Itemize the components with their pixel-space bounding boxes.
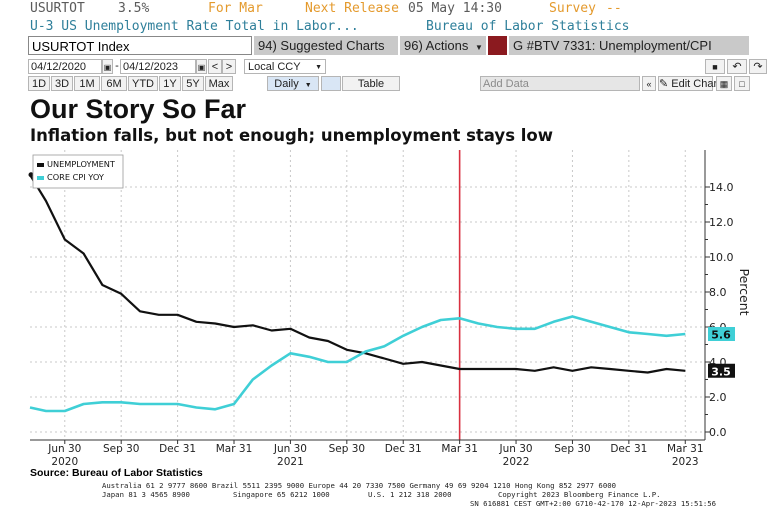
frequency-select[interactable]: Daily ▼ <box>267 76 319 91</box>
period-button-1m[interactable]: 1M <box>74 76 100 91</box>
dock-icon[interactable]: ■ <box>705 59 725 74</box>
actions-menu[interactable]: 96) Actions ▼ <box>400 36 486 55</box>
scroll-right-icon[interactable]: > <box>222 59 236 74</box>
y-tick-label: 0.0 <box>709 426 727 439</box>
chart-function-title: G #BTV 7331: Unemployment/CPI <box>509 36 749 55</box>
edit-chart-label: Edit Chart <box>671 78 721 90</box>
x-tick-label: Sep 30 <box>103 443 140 455</box>
settings-icon[interactable]: ▦ <box>716 76 732 91</box>
color-swatch[interactable] <box>488 36 507 55</box>
start-date-input[interactable]: 04/12/2020 <box>28 59 102 74</box>
x-tick-label: Jun 30 <box>498 443 532 455</box>
chevron-down-icon: ▼ <box>474 43 483 52</box>
legend-label: UNEMPLOYMENT <box>47 159 116 169</box>
actions-label: 96) Actions <box>404 38 469 53</box>
ticker: USURTOT <box>30 1 85 16</box>
command-bar: USURTOT Index 94) Suggested Charts 96) A… <box>0 36 768 56</box>
chevron-down-icon: ▼ <box>315 64 322 71</box>
chart-subtitle: Inflation falls, but not enough; unemplo… <box>30 126 553 145</box>
x-tick-label: Sep 30 <box>554 443 591 455</box>
y-axis-label: Percent <box>737 268 752 315</box>
y-tick-label: 8.0 <box>709 286 727 299</box>
security-field[interactable]: USURTOT Index <box>28 36 252 55</box>
maximize-icon[interactable]: □ <box>734 76 750 91</box>
x-year-label: 2021 <box>277 456 304 468</box>
x-tick-label: Dec 31 <box>610 443 647 455</box>
scroll-left-icon[interactable]: < <box>208 59 222 74</box>
copyright: Copyright 2023 Bloomberg Finance L.P. <box>498 490 661 499</box>
source-note: Source: Bureau of Labor Statistics <box>30 467 203 479</box>
data-source: Bureau of Labor Statistics <box>426 19 630 34</box>
y-tick-label: 6.0 <box>709 321 727 334</box>
legend-box <box>32 154 124 189</box>
y-tick-label: 12.0 <box>709 216 734 229</box>
add-data-input[interactable]: Add Data <box>480 76 640 91</box>
x-year-label: 2023 <box>672 456 699 468</box>
security-description: U-3 US Unemployment Rate Total in Labor.… <box>30 19 359 34</box>
undo-icon[interactable]: ↶ <box>727 59 747 74</box>
x-tick-label: Dec 31 <box>159 443 196 455</box>
survey-value: -- <box>606 1 622 16</box>
period-button-5y[interactable]: 5Y <box>182 76 204 91</box>
contact-singapore: Singapore 65 6212 1000 <box>233 490 330 499</box>
x-year-label: 2022 <box>503 456 530 468</box>
currency-label: Local CCY <box>248 61 301 73</box>
period-button-3d[interactable]: 3D <box>51 76 73 91</box>
period-button-6m[interactable]: 6M <box>101 76 127 91</box>
period: For Mar <box>208 1 263 16</box>
pencil-icon: ✎ <box>659 78 669 90</box>
currency-select[interactable]: Local CCY ▼ <box>244 59 326 74</box>
last-value-box <box>708 363 735 378</box>
contact-us: U.S. 1 212 318 2000 <box>368 490 452 499</box>
calendar-icon[interactable]: ▣ <box>102 59 113 74</box>
legend-swatch <box>37 163 44 167</box>
contact-line-1: Australia 61 2 9777 8600 Brazil 5511 239… <box>102 481 616 490</box>
table-view-button[interactable]: Table <box>342 76 400 91</box>
x-tick-label: Jun 30 <box>273 443 307 455</box>
series-line-unemployment <box>29 174 686 374</box>
y-tick-label: 14.0 <box>709 181 734 194</box>
x-tick-label: Dec 31 <box>385 443 422 455</box>
period-button-max[interactable]: Max <box>205 76 233 91</box>
last-value-label: 3.5 <box>711 365 731 378</box>
x-tick-label: Jun 30 <box>47 443 81 455</box>
last-value-label: 5.6 <box>711 329 731 342</box>
terminal-stamp: SN 616881 CEST GMT+2:00 G710-42-170 12-A… <box>470 499 717 508</box>
legend-swatch <box>37 176 44 180</box>
y-tick-label: 2.0 <box>709 391 727 404</box>
security-header: USURTOT 3.5% For Mar Next Release 05 May… <box>0 0 768 18</box>
chart-view-toggle[interactable] <box>321 76 341 91</box>
survey-label: Survey <box>549 1 596 16</box>
chevron-down-icon: ▼ <box>304 82 312 89</box>
y-tick-label: 4.0 <box>709 356 727 369</box>
series-start-point <box>28 172 34 178</box>
y-tick-label: 10.0 <box>709 251 734 264</box>
collapse-icon[interactable]: « <box>642 76 656 91</box>
legend-label: CORE CPI YOY <box>47 172 105 182</box>
frequency-label: Daily <box>274 78 299 90</box>
series-line-core-cpi <box>29 315 686 413</box>
x-tick-label: Mar 31 <box>441 443 478 455</box>
date-toolbar: 04/12/2020 ▣ - 04/12/2023 ▣ < > Local CC… <box>0 59 768 75</box>
date-separator: - <box>115 60 119 72</box>
period-button-1d[interactable]: 1D <box>28 76 50 91</box>
next-release-label: Next Release <box>305 1 399 16</box>
suggested-charts-button[interactable]: 94) Suggested Charts <box>254 36 398 55</box>
period-button-ytd[interactable]: YTD <box>128 76 158 91</box>
contact-japan: Japan 81 3 4565 8900 <box>102 490 190 499</box>
x-tick-label: Mar 31 <box>216 443 253 455</box>
period-toolbar: 1D 3D 1M 6M YTD 1Y 5Y Max Daily ▼ Table Add Dat… <box>0 76 768 92</box>
next-release-date: 05 May 14:30 <box>408 1 502 16</box>
period-button-1y[interactable]: 1Y <box>159 76 181 91</box>
end-date-input[interactable]: 04/12/2023 <box>120 59 196 74</box>
x-tick-label: Mar 31 <box>667 443 704 455</box>
chart-title: Our Story So Far <box>30 94 247 124</box>
redo-icon[interactable]: ↷ <box>749 59 767 74</box>
last-value-box <box>708 327 735 341</box>
security-description-row: U-3 US Unemployment Rate Total in Labor.… <box>0 18 768 35</box>
last-value: 3.5% <box>118 1 150 16</box>
calendar-icon[interactable]: ▣ <box>196 59 207 74</box>
x-tick-label: Sep 30 <box>329 443 366 455</box>
edit-chart-button[interactable]: ✎ Edit Chart <box>658 76 720 91</box>
